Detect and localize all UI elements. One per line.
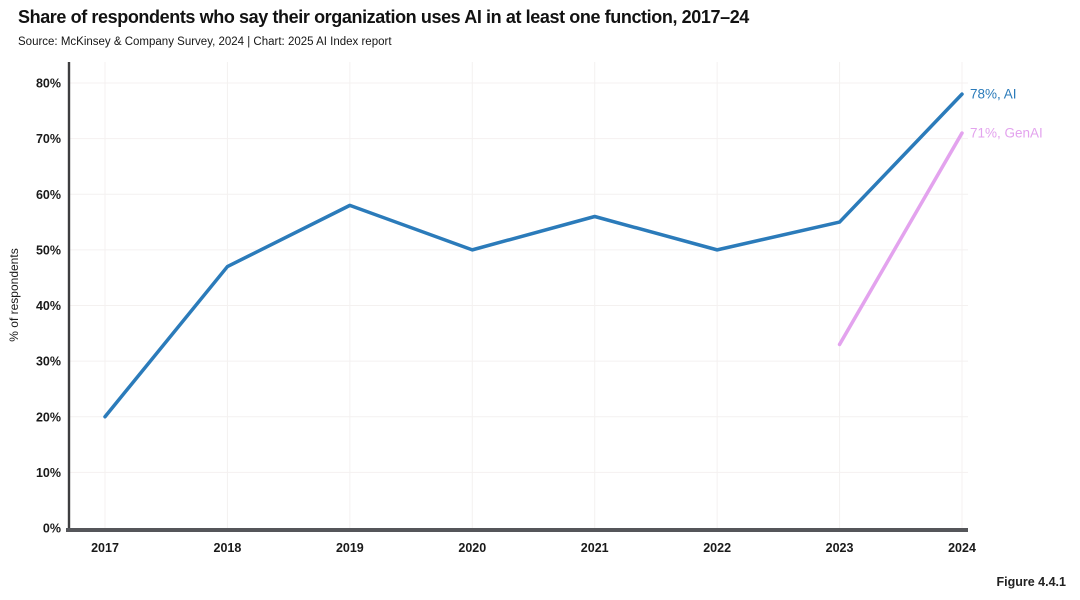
y-tick-label: 80% bbox=[36, 77, 61, 91]
y-tick-label: 60% bbox=[36, 188, 61, 202]
y-axis-title: % of respondents bbox=[7, 248, 21, 341]
series-line-ai bbox=[103, 92, 964, 419]
y-tick-label: 0% bbox=[43, 522, 61, 536]
y-tick-label: 10% bbox=[36, 466, 61, 480]
series-end-label-genai: 71%, GenAI bbox=[970, 126, 1043, 141]
x-tick-label: 2023 bbox=[826, 541, 854, 555]
y-tick-label: 50% bbox=[36, 243, 61, 257]
x-tick-label: 2020 bbox=[458, 541, 486, 555]
chart-source: Source: McKinsey & Company Survey, 2024 … bbox=[18, 36, 392, 48]
series-line-genai bbox=[837, 131, 964, 347]
x-tick-label: 2021 bbox=[581, 541, 609, 555]
y-tick-label: 20% bbox=[36, 410, 61, 424]
y-tick-label: 30% bbox=[36, 355, 61, 369]
y-tick-label: 40% bbox=[36, 299, 61, 313]
series-end-label-ai: 78%, AI bbox=[970, 87, 1017, 102]
figure-number-label: Figure 4.4.1 bbox=[996, 575, 1066, 589]
chart-title: Share of respondents who say their organ… bbox=[18, 7, 749, 27]
x-tick-label: 2018 bbox=[214, 541, 242, 555]
x-tick-label: 2024 bbox=[948, 541, 976, 555]
x-tick-label: 2022 bbox=[703, 541, 731, 555]
x-tick-label: 2017 bbox=[91, 541, 119, 555]
y-tick-label: 70% bbox=[36, 132, 61, 146]
x-tick-label: 2019 bbox=[336, 541, 364, 555]
